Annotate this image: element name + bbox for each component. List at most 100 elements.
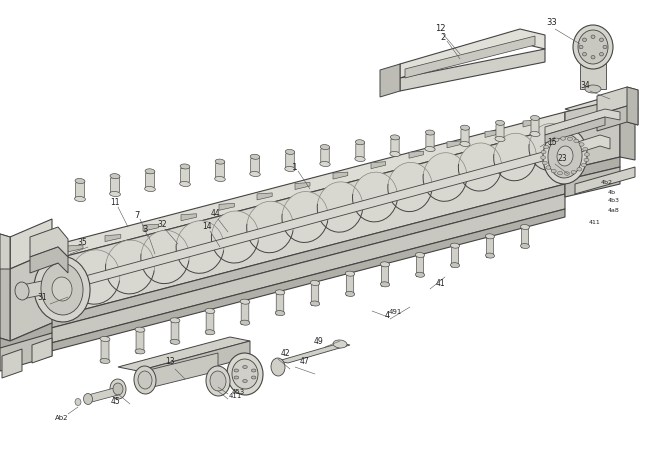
Ellipse shape — [275, 311, 284, 316]
Ellipse shape — [15, 283, 29, 300]
Ellipse shape — [100, 337, 110, 342]
Ellipse shape — [461, 126, 470, 131]
Polygon shape — [251, 157, 259, 175]
Ellipse shape — [540, 157, 546, 160]
Text: 4b2: 4b2 — [601, 179, 613, 184]
Ellipse shape — [561, 137, 566, 141]
Polygon shape — [409, 152, 424, 159]
Ellipse shape — [247, 202, 294, 253]
Ellipse shape — [380, 282, 389, 287]
Polygon shape — [371, 162, 386, 169]
Ellipse shape — [495, 137, 505, 142]
Ellipse shape — [494, 134, 537, 182]
Ellipse shape — [271, 358, 285, 376]
Ellipse shape — [583, 148, 588, 152]
Text: 491: 491 — [388, 308, 402, 314]
Ellipse shape — [542, 162, 548, 165]
Ellipse shape — [240, 320, 250, 325]
Polygon shape — [565, 136, 610, 157]
Ellipse shape — [583, 39, 586, 42]
Polygon shape — [105, 235, 121, 242]
Ellipse shape — [110, 379, 126, 399]
Polygon shape — [391, 138, 399, 155]
Polygon shape — [311, 283, 319, 306]
Ellipse shape — [52, 278, 72, 301]
Ellipse shape — [353, 173, 397, 222]
Ellipse shape — [232, 359, 258, 389]
Ellipse shape — [425, 147, 435, 152]
Ellipse shape — [135, 328, 145, 333]
Ellipse shape — [249, 172, 260, 177]
Text: 35: 35 — [77, 237, 87, 246]
Ellipse shape — [520, 225, 529, 230]
Ellipse shape — [135, 349, 145, 354]
Text: 44: 44 — [210, 208, 220, 217]
Ellipse shape — [211, 212, 259, 263]
Polygon shape — [426, 133, 434, 150]
Text: 411: 411 — [228, 392, 242, 398]
Ellipse shape — [205, 309, 215, 314]
Polygon shape — [461, 128, 469, 145]
Text: 47: 47 — [300, 357, 310, 366]
Ellipse shape — [541, 151, 546, 154]
Ellipse shape — [584, 153, 590, 157]
Polygon shape — [321, 148, 329, 165]
Polygon shape — [597, 88, 638, 116]
Ellipse shape — [578, 31, 608, 65]
Ellipse shape — [243, 379, 248, 383]
Polygon shape — [32, 127, 565, 324]
Ellipse shape — [390, 152, 400, 157]
Text: Ab2: Ab2 — [55, 414, 69, 420]
Polygon shape — [333, 173, 348, 180]
Polygon shape — [447, 142, 461, 148]
Ellipse shape — [250, 155, 260, 160]
Ellipse shape — [227, 353, 263, 395]
Ellipse shape — [458, 144, 502, 192]
Ellipse shape — [35, 260, 85, 315]
Ellipse shape — [179, 182, 191, 187]
Ellipse shape — [234, 369, 238, 372]
Text: 15: 15 — [547, 137, 557, 146]
Polygon shape — [627, 88, 638, 126]
Text: 41: 41 — [435, 279, 445, 288]
Ellipse shape — [34, 257, 90, 322]
Text: 4a8: 4a8 — [608, 207, 620, 212]
Polygon shape — [118, 337, 250, 371]
Polygon shape — [216, 162, 224, 180]
Ellipse shape — [355, 141, 365, 146]
Ellipse shape — [390, 136, 400, 141]
Ellipse shape — [485, 234, 494, 239]
Ellipse shape — [583, 53, 586, 57]
Ellipse shape — [548, 135, 582, 178]
Polygon shape — [101, 339, 109, 363]
Polygon shape — [143, 225, 159, 232]
Polygon shape — [32, 195, 565, 348]
Ellipse shape — [599, 53, 603, 57]
Ellipse shape — [564, 172, 570, 176]
Ellipse shape — [318, 182, 363, 233]
Polygon shape — [380, 65, 400, 98]
Ellipse shape — [113, 383, 123, 395]
Ellipse shape — [210, 371, 226, 391]
Ellipse shape — [170, 339, 180, 344]
Ellipse shape — [423, 153, 467, 202]
Polygon shape — [206, 311, 214, 334]
Ellipse shape — [70, 250, 120, 304]
Ellipse shape — [603, 46, 607, 50]
Polygon shape — [22, 281, 42, 299]
Ellipse shape — [415, 273, 424, 278]
Ellipse shape — [548, 142, 553, 145]
Ellipse shape — [134, 366, 156, 394]
Ellipse shape — [585, 86, 601, 94]
Text: 23: 23 — [557, 153, 567, 162]
Polygon shape — [356, 143, 364, 160]
Polygon shape — [565, 167, 620, 197]
Text: 1: 1 — [292, 162, 298, 171]
Ellipse shape — [546, 167, 551, 170]
Ellipse shape — [460, 142, 470, 147]
Ellipse shape — [243, 366, 248, 369]
Polygon shape — [620, 100, 635, 161]
Ellipse shape — [145, 169, 155, 174]
Polygon shape — [32, 210, 565, 356]
Polygon shape — [76, 182, 84, 200]
